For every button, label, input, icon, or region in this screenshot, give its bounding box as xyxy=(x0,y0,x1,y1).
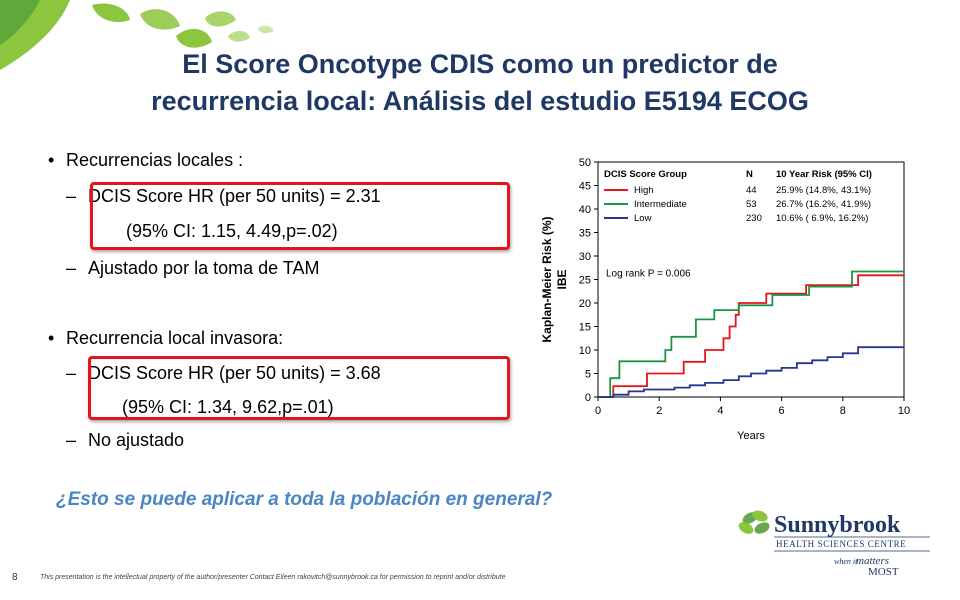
leaf-decoration xyxy=(0,0,274,70)
legend-series-risk: 10.6% ( 6.9%, 16.2%) xyxy=(776,213,868,224)
y-tick-label: 20 xyxy=(579,298,591,310)
logo-name: Sunnybrook xyxy=(774,512,901,538)
x-axis-label: Years xyxy=(737,430,765,442)
series-line-low xyxy=(598,346,904,398)
y-tick-label: 15 xyxy=(579,322,591,334)
y-tick-label: 0 xyxy=(585,392,591,404)
x-tick-label: 4 xyxy=(717,405,723,417)
logo-tagline-caps: MOST xyxy=(868,566,899,578)
kaplan-meier-chart: 0 5 10 15 20 25 30 35 40 45 50 0 2 4 6 8 10 Years Kaplan-M… xyxy=(540,157,910,442)
title-line-2: recurrencia local: Análisis del estudio … xyxy=(151,86,809,116)
logo-tagline-script: matters xyxy=(856,555,889,567)
logo-subtitle: HEALTH SCIENCES CENTRE xyxy=(776,539,906,549)
slide-title: El Score Oncotype CDIS como un predictor… xyxy=(40,46,920,120)
y-tick-label: 30 xyxy=(579,251,591,263)
logo-tagline-small: when it xyxy=(834,557,858,566)
bullet-item: • Recurrencia local invasora: xyxy=(48,328,284,348)
y-tick-label: 40 xyxy=(579,204,591,216)
log-rank-annotation: Log rank P = 0.006 xyxy=(606,269,691,280)
x-tick-label: 0 xyxy=(595,405,601,417)
legend-series-name: High xyxy=(634,185,654,196)
legend-series-name: Low xyxy=(634,213,652,224)
sub-bullet-continuation: (95% CI: 1.15, 4.49,p=.02) xyxy=(126,221,338,241)
footer-text: This presentation is the intellectual pr… xyxy=(40,574,506,581)
logo-leaf-icon xyxy=(738,510,770,534)
legend-header-group: DCIS Score Group xyxy=(604,169,687,180)
legend-series-name: Intermediate xyxy=(634,199,687,210)
slide-number: 8 xyxy=(12,572,18,583)
x-tick-label: 10 xyxy=(898,405,910,417)
sunnybrook-logo: Sunnybrook HEALTH SCIENCES CENTRE when i… xyxy=(738,510,930,578)
legend-series-risk: 25.9% (14.8%, 43.1%) xyxy=(776,185,871,196)
sub-bullet-item: – DCIS Score HR (per 50 units) = 3.68 xyxy=(66,363,381,383)
highlight-box xyxy=(88,356,510,420)
highlight-box xyxy=(90,182,510,250)
y-tick-label: 5 xyxy=(585,369,591,381)
question-text: ¿Esto se puede aplicar a toda la poblaci… xyxy=(56,489,553,510)
bullet-item: • Recurrencias locales : xyxy=(48,150,244,170)
series-line-intermediate xyxy=(598,270,904,398)
y-tick-label: 35 xyxy=(579,228,591,240)
y-tick-label: 50 xyxy=(579,157,591,169)
legend-header-risk: 10 Year Risk (95% CI) xyxy=(776,169,872,180)
y-axis-label-secondary: IBE xyxy=(555,269,569,289)
x-tick-label: 8 xyxy=(840,405,846,417)
legend-series-n: 53 xyxy=(746,199,757,210)
series-line-high xyxy=(598,274,904,398)
legend-series-n: 44 xyxy=(746,185,757,196)
y-tick-label: 10 xyxy=(579,345,591,357)
y-axis-label: Kaplan-Meier Risk (%) xyxy=(540,216,554,342)
legend-header-n: N xyxy=(746,169,753,180)
legend-series-n: 230 xyxy=(746,213,762,224)
sub-bullet-continuation: (95% CI: 1.34, 9.62,p=.01) xyxy=(122,397,334,417)
sub-bullet-item: – DCIS Score HR (per 50 units) = 2.31 xyxy=(66,186,381,206)
sub-bullet-item: – Ajustado por la toma de TAM xyxy=(66,258,320,278)
x-tick-label: 2 xyxy=(656,405,662,417)
title-line-1: El Score Oncotype CDIS como un predictor… xyxy=(182,49,778,79)
x-tick-label: 6 xyxy=(779,405,785,417)
legend-series-risk: 26.7% (16.2%, 41.9%) xyxy=(776,199,871,210)
sub-bullet-item: – No ajustado xyxy=(66,430,185,450)
y-tick-label: 25 xyxy=(579,275,591,287)
y-tick-label: 45 xyxy=(579,181,591,193)
